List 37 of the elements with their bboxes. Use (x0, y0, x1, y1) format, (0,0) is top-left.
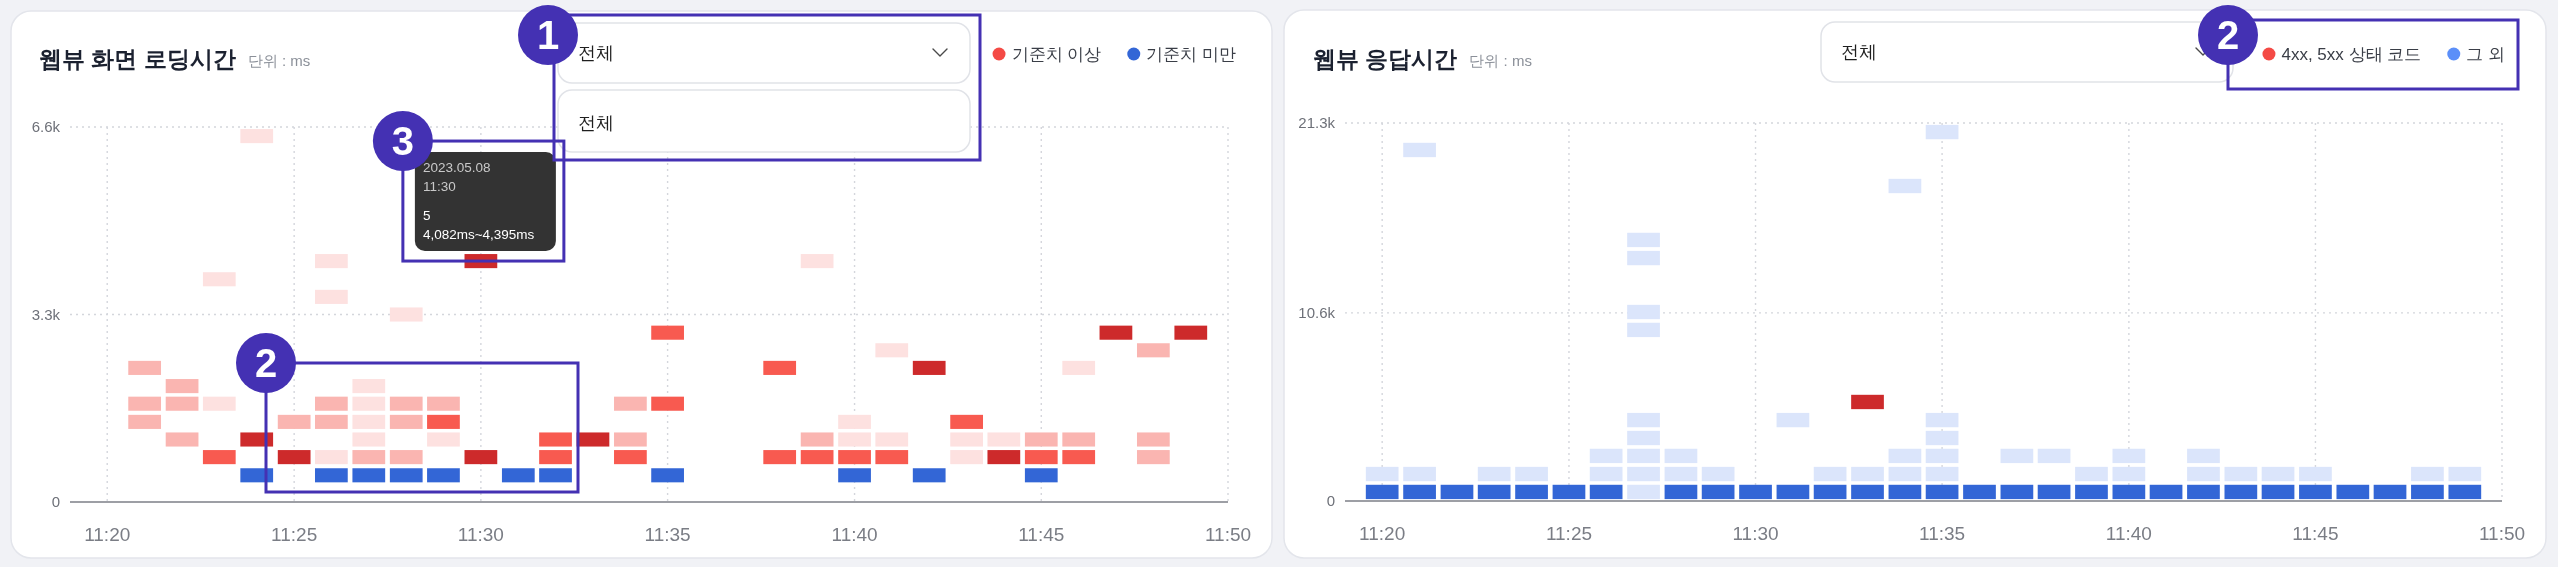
x-tick-label: 11:25 (1545, 523, 1593, 544)
x-tick-label: 11:30 (457, 524, 504, 545)
x-tick-label: 11:45 (1018, 524, 1065, 545)
select: 전체 (557, 22, 971, 84)
chart-subtitle: 단위 : ms (1469, 52, 1532, 69)
annotation: 2 (254, 341, 278, 385)
annotation: 2023.05.08 11:30 5 4,082ms~4,395ms (422, 160, 535, 243)
annotation: 3 (391, 119, 415, 164)
x-tick-label: 11:20 (1359, 523, 1406, 544)
callout-badge: 2 (236, 333, 296, 393)
x-tick-label: 11:25 (271, 524, 318, 545)
x-tick-label: 11:40 (2105, 523, 2152, 544)
x-tick-label: 11:50 (1204, 524, 1252, 545)
x-tick-label: 11:35 (1919, 523, 1966, 544)
y-tick-label: 10.6k (1298, 303, 1336, 321)
x-tick-label: 11:40 (831, 524, 878, 545)
y-tick-label: 0 (1326, 492, 1335, 509)
y-tick-label: 0 (51, 493, 60, 510)
select-options: 전체 (557, 89, 971, 153)
y-tick-label: 3.3k (31, 305, 61, 323)
chart-subtitle: 단위 : ms (247, 52, 311, 69)
x-tick-label: 11:50 (2478, 523, 2526, 544)
annotation: 전체 (578, 113, 614, 133)
x-tick-label: 11:45 (2292, 523, 2339, 544)
callout-badge: 2 (2198, 5, 2258, 65)
legend-label: 기준치 미만 (1146, 45, 1236, 64)
x-tick-label: 11:20 (84, 524, 131, 545)
legend: 4xx, 5xx 상태 코드 그 외 (2262, 45, 2505, 64)
tooltip: 2023.05.08 11:30 5 4,082ms~4,395ms (414, 152, 556, 252)
y-tick-label: 6.6k (31, 118, 61, 135)
callout-badge: 1 (518, 5, 578, 65)
chart-title: 웹뷰 응답시간 (1313, 46, 1458, 72)
y-tick-label: 21.3k (1298, 114, 1336, 131)
x-tick-label: 11:30 (1732, 523, 1779, 544)
chart-title: 웹뷰 화면 로딩시간 (39, 46, 236, 72)
x-tick-label: 11:35 (644, 524, 691, 545)
legend-label: 기준치 이상 (1011, 45, 1102, 64)
